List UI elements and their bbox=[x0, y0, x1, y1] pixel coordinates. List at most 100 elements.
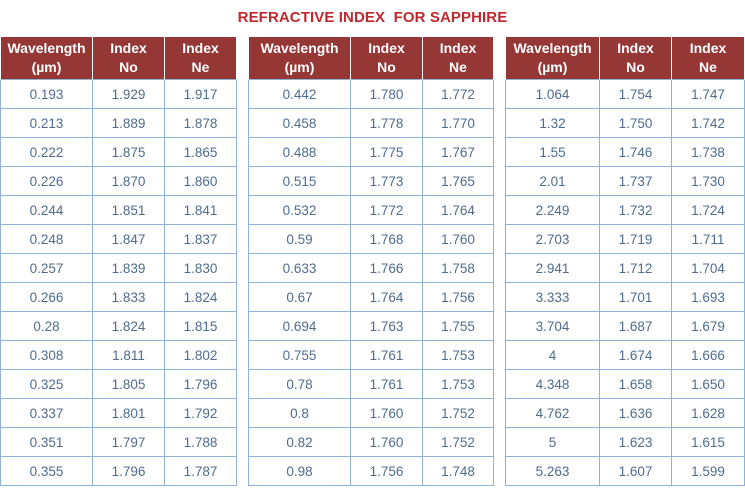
table-row: 0.226 1.870 1.860 bbox=[0, 166, 237, 196]
cell-index-ne: 1.742 bbox=[671, 108, 745, 138]
cell-index-no: 1.737 bbox=[599, 166, 672, 196]
cell-index-ne: 1.802 bbox=[164, 340, 237, 370]
table-header-row: Wavelength (µm) Index No Index Ne bbox=[248, 37, 494, 80]
table-row: 0.488 1.775 1.767 bbox=[248, 137, 494, 167]
table-row: 0.458 1.778 1.770 bbox=[248, 108, 494, 138]
cell-index-ne: 1.765 bbox=[422, 166, 494, 196]
cell-wavelength: 0.266 bbox=[0, 282, 93, 312]
table-row: 0.755 1.761 1.753 bbox=[248, 340, 494, 370]
cell-index-no: 1.824 bbox=[92, 311, 165, 341]
cell-index-no: 1.875 bbox=[92, 137, 165, 167]
cell-wavelength: 0.226 bbox=[0, 166, 93, 196]
cell-index-no: 1.805 bbox=[92, 369, 165, 399]
cell-wavelength: 0.308 bbox=[0, 340, 93, 370]
table-row: 0.355 1.796 1.787 bbox=[0, 456, 237, 486]
cell-index-ne: 1.753 bbox=[422, 340, 494, 370]
cell-wavelength: 0.532 bbox=[248, 195, 351, 225]
cell-index-ne: 1.787 bbox=[164, 456, 237, 486]
table-row: 0.59 1.768 1.760 bbox=[248, 224, 494, 254]
header-index-ne: Index Ne bbox=[164, 37, 237, 80]
cell-index-ne: 1.724 bbox=[671, 195, 745, 225]
table-row: 0.28 1.824 1.815 bbox=[0, 311, 237, 341]
cell-index-ne: 1.792 bbox=[164, 398, 237, 428]
cell-index-no: 1.607 bbox=[599, 456, 672, 486]
cell-index-no: 1.929 bbox=[92, 79, 165, 109]
cell-wavelength: 0.193 bbox=[0, 79, 93, 109]
table-row: 4 1.674 1.666 bbox=[505, 340, 745, 370]
refractive-index-table-1: Wavelength (µm) Index No Index Ne 0.193 1… bbox=[0, 37, 237, 486]
cell-index-no: 1.766 bbox=[350, 253, 423, 283]
cell-index-ne: 1.650 bbox=[671, 369, 745, 399]
cell-index-ne: 1.815 bbox=[164, 311, 237, 341]
cell-index-ne: 1.760 bbox=[422, 224, 494, 254]
table-row: 0.67 1.764 1.756 bbox=[248, 282, 494, 312]
cell-index-no: 1.687 bbox=[599, 311, 672, 341]
cell-index-ne: 1.704 bbox=[671, 253, 745, 283]
cell-index-ne: 1.755 bbox=[422, 311, 494, 341]
cell-index-ne: 1.837 bbox=[164, 224, 237, 254]
cell-index-ne: 1.824 bbox=[164, 282, 237, 312]
cell-index-ne: 1.730 bbox=[671, 166, 745, 196]
cell-wavelength: 0.67 bbox=[248, 282, 351, 312]
cell-wavelength: 2.941 bbox=[505, 253, 600, 283]
cell-index-ne: 1.711 bbox=[671, 224, 745, 254]
cell-index-ne: 1.865 bbox=[164, 137, 237, 167]
cell-index-no: 1.801 bbox=[92, 398, 165, 428]
cell-index-no: 1.780 bbox=[350, 79, 423, 109]
cell-index-no: 1.750 bbox=[599, 108, 672, 138]
cell-index-ne: 1.738 bbox=[671, 137, 745, 167]
table-row: 0.193 1.929 1.917 bbox=[0, 79, 237, 109]
table-row: 0.78 1.761 1.753 bbox=[248, 369, 494, 399]
table-row: 5.263 1.607 1.599 bbox=[505, 456, 745, 486]
cell-wavelength: 0.458 bbox=[248, 108, 351, 138]
cell-index-no: 1.732 bbox=[599, 195, 672, 225]
cell-index-no: 1.658 bbox=[599, 369, 672, 399]
cell-index-no: 1.847 bbox=[92, 224, 165, 254]
table-row: 1.32 1.750 1.742 bbox=[505, 108, 745, 138]
table-row: 0.633 1.766 1.758 bbox=[248, 253, 494, 283]
cell-index-ne: 1.796 bbox=[164, 369, 237, 399]
cell-index-ne: 1.615 bbox=[671, 427, 745, 457]
cell-index-ne: 1.748 bbox=[422, 456, 494, 486]
table-row: 0.694 1.763 1.755 bbox=[248, 311, 494, 341]
header-wavelength: Wavelength (µm) bbox=[248, 37, 351, 80]
cell-wavelength: 5 bbox=[505, 427, 600, 457]
cell-index-no: 1.772 bbox=[350, 195, 423, 225]
header-index-no: Index No bbox=[599, 37, 672, 80]
table-row: 0.257 1.839 1.830 bbox=[0, 253, 237, 283]
cell-index-no: 1.811 bbox=[92, 340, 165, 370]
table-row: 0.337 1.801 1.792 bbox=[0, 398, 237, 428]
cell-wavelength: 0.98 bbox=[248, 456, 351, 486]
cell-wavelength: 1.064 bbox=[505, 79, 600, 109]
table-row: 2.01 1.737 1.730 bbox=[505, 166, 745, 196]
cell-index-ne: 1.628 bbox=[671, 398, 745, 428]
cell-index-no: 1.851 bbox=[92, 195, 165, 225]
cell-wavelength: 0.59 bbox=[248, 224, 351, 254]
cell-wavelength: 0.244 bbox=[0, 195, 93, 225]
cell-index-ne: 1.764 bbox=[422, 195, 494, 225]
table-row: 0.248 1.847 1.837 bbox=[0, 224, 237, 254]
table-row: 4.762 1.636 1.628 bbox=[505, 398, 745, 428]
cell-index-no: 1.775 bbox=[350, 137, 423, 167]
table-row: 0.351 1.797 1.788 bbox=[0, 427, 237, 457]
cell-wavelength: 0.515 bbox=[248, 166, 351, 196]
cell-index-no: 1.764 bbox=[350, 282, 423, 312]
table-row: 0.532 1.772 1.764 bbox=[248, 195, 494, 225]
header-index-ne: Index Ne bbox=[422, 37, 494, 80]
table-row: 0.308 1.811 1.802 bbox=[0, 340, 237, 370]
cell-index-ne: 1.666 bbox=[671, 340, 745, 370]
table-row: 2.703 1.719 1.711 bbox=[505, 224, 745, 254]
table-header-row: Wavelength (µm) Index No Index Ne bbox=[505, 37, 745, 80]
cell-index-ne: 1.599 bbox=[671, 456, 745, 486]
cell-wavelength: 0.28 bbox=[0, 311, 93, 341]
cell-wavelength: 0.442 bbox=[248, 79, 351, 109]
table-row: 0.244 1.851 1.841 bbox=[0, 195, 237, 225]
cell-wavelength: 0.78 bbox=[248, 369, 351, 399]
refractive-index-table-3: Wavelength (µm) Index No Index Ne 1.064 1… bbox=[505, 37, 745, 486]
cell-index-no: 1.623 bbox=[599, 427, 672, 457]
cell-wavelength: 0.755 bbox=[248, 340, 351, 370]
cell-wavelength: 4.762 bbox=[505, 398, 600, 428]
cell-index-ne: 1.758 bbox=[422, 253, 494, 283]
cell-index-no: 1.839 bbox=[92, 253, 165, 283]
cell-wavelength: 1.55 bbox=[505, 137, 600, 167]
